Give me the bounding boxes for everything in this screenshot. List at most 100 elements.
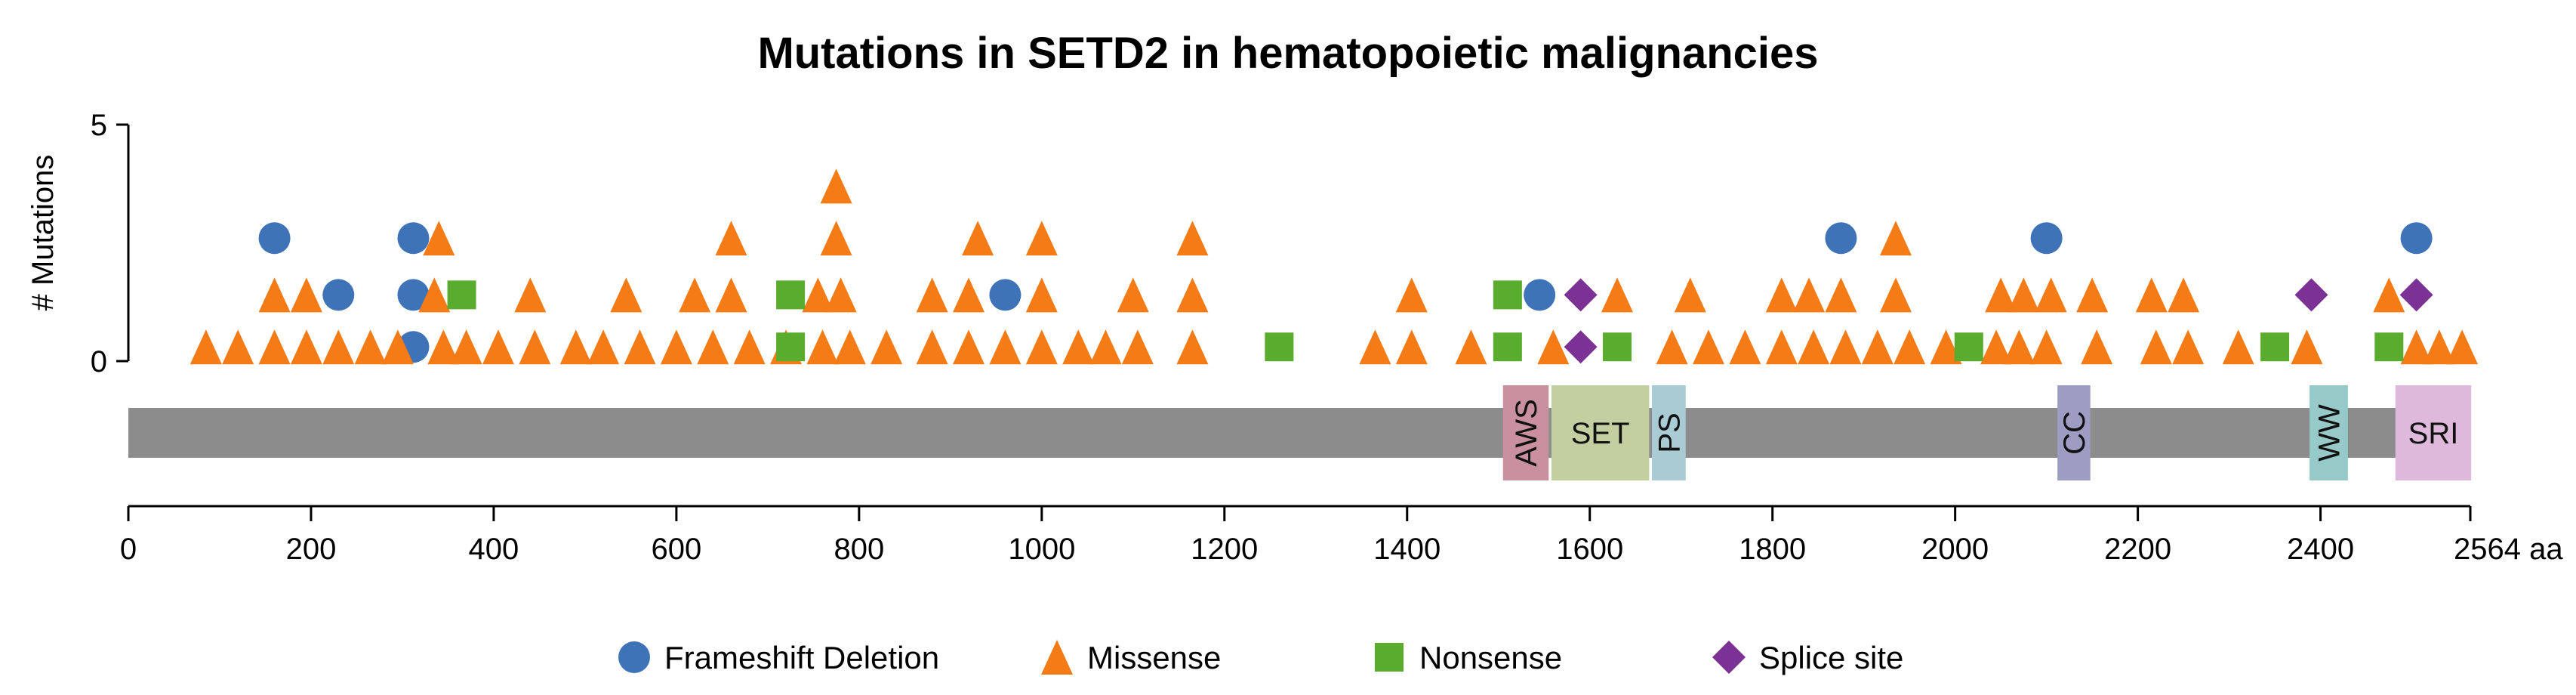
missense-marker bbox=[2400, 329, 2433, 365]
missense-marker bbox=[953, 329, 985, 365]
missense-marker bbox=[916, 277, 948, 313]
missense-marker bbox=[423, 221, 455, 256]
missense-marker bbox=[418, 277, 451, 313]
splice-marker bbox=[1564, 330, 1598, 364]
missense-marker bbox=[1601, 277, 1634, 313]
missense-marker bbox=[834, 329, 866, 365]
nonsense-marker bbox=[1493, 280, 1522, 310]
x-tick-label: 1000 bbox=[1008, 533, 1075, 566]
frameshift-marker bbox=[1524, 279, 1556, 311]
nonsense-marker bbox=[2374, 332, 2404, 362]
frameshift-marker bbox=[258, 222, 291, 255]
legend-label: Missense bbox=[1087, 640, 1221, 675]
missense-marker bbox=[1674, 277, 1706, 313]
nonsense-marker bbox=[1265, 332, 1294, 362]
missense-marker bbox=[2076, 277, 2109, 313]
missense-marker bbox=[1176, 221, 1209, 256]
x-tick-label: 800 bbox=[834, 533, 884, 566]
missense-marker bbox=[2003, 329, 2035, 365]
domain-ww: WW bbox=[2309, 385, 2348, 480]
frameshift-marker bbox=[989, 279, 1021, 311]
y-tick-label: 5 bbox=[91, 109, 107, 142]
x-tick-label: 1800 bbox=[1739, 533, 1806, 566]
y-tick-label: 0 bbox=[91, 345, 107, 378]
x-axis: 0 200 400 600 800 1000 1200 1400 1600 1800 2000 220… bbox=[120, 505, 2563, 566]
nonsense-marker bbox=[2260, 332, 2290, 362]
missense-marker bbox=[1729, 329, 1761, 365]
missense-marker bbox=[2446, 329, 2479, 365]
missense-marker bbox=[715, 221, 747, 256]
splice-marker bbox=[2399, 278, 2433, 312]
missense-marker bbox=[953, 277, 985, 313]
missense-marker bbox=[1893, 329, 1926, 365]
frameshift-marker bbox=[322, 279, 355, 311]
y-axis: 05 bbox=[91, 109, 130, 378]
missense-marker bbox=[824, 277, 857, 313]
domain-ps: PS bbox=[1651, 385, 1686, 480]
missense-marker bbox=[610, 277, 642, 313]
missense-marker bbox=[2035, 277, 2067, 313]
missense-marker bbox=[1062, 329, 1095, 365]
nonsense-marker bbox=[776, 332, 806, 362]
missense-marker bbox=[802, 277, 834, 313]
legend-splice-marker bbox=[1712, 641, 1746, 674]
domain-label: SET bbox=[1571, 417, 1630, 450]
missense-marker bbox=[916, 329, 948, 365]
missense-marker bbox=[1121, 329, 1154, 365]
splice-marker bbox=[1564, 278, 1598, 312]
domain-label: WW bbox=[2313, 404, 2346, 462]
missense-marker bbox=[1985, 277, 2017, 313]
x-tick-label: 2400 bbox=[2287, 533, 2354, 566]
nonsense-marker bbox=[1954, 332, 1983, 362]
missense-marker bbox=[1861, 329, 1893, 365]
missense-marker bbox=[697, 329, 729, 365]
domain-label: PS bbox=[1653, 412, 1686, 453]
legend-label: Nonsense bbox=[1419, 640, 1562, 675]
missense-marker bbox=[1455, 329, 1487, 365]
protein-bar bbox=[128, 408, 2470, 458]
missense-marker bbox=[190, 329, 222, 365]
missense-marker bbox=[2291, 329, 2323, 365]
missense-marker bbox=[1793, 277, 1826, 313]
missense-marker bbox=[679, 277, 711, 313]
missense-marker bbox=[870, 329, 903, 365]
frameshift-marker bbox=[1825, 222, 1857, 255]
domain-aws: AWS bbox=[1502, 385, 1549, 480]
missense-marker bbox=[2373, 277, 2405, 313]
missense-marker bbox=[2030, 329, 2063, 365]
missense-marker bbox=[962, 221, 994, 256]
missense-marker bbox=[2081, 329, 2113, 365]
x-tick-label: 1600 bbox=[1556, 533, 1623, 566]
x-tick-label: 0 bbox=[120, 533, 137, 566]
missense-marker bbox=[1829, 329, 1862, 365]
nonsense-marker bbox=[1493, 332, 1522, 362]
legend-item-splice: Splice site bbox=[1712, 640, 1903, 675]
legend-missense-marker bbox=[1041, 640, 1073, 675]
missense-marker bbox=[354, 329, 387, 365]
x-tick-label: 2000 bbox=[1921, 533, 1989, 566]
splice-marker bbox=[2294, 278, 2328, 312]
missense-marker bbox=[1693, 329, 1725, 365]
frameshift-marker bbox=[2400, 222, 2433, 255]
domain-sri: SRI bbox=[2395, 385, 2472, 480]
missense-marker bbox=[2135, 277, 2168, 313]
missense-marker bbox=[1765, 329, 1798, 365]
nonsense-marker bbox=[776, 280, 806, 310]
missense-marker bbox=[258, 277, 291, 313]
legend-label: Frameshift Deletion bbox=[664, 640, 939, 675]
x-tick-label: 200 bbox=[286, 533, 337, 566]
legend-label: Splice site bbox=[1759, 640, 1903, 675]
frameshift-marker bbox=[397, 222, 430, 255]
missense-marker bbox=[587, 329, 620, 365]
missense-marker bbox=[1025, 329, 1058, 365]
domain-box bbox=[1502, 385, 1549, 480]
missense-marker bbox=[322, 329, 355, 365]
missense-marker bbox=[806, 329, 839, 365]
missense-marker bbox=[660, 329, 692, 365]
missense-marker bbox=[1880, 221, 1912, 256]
domain-set: SET bbox=[1551, 385, 1650, 480]
missense-marker bbox=[2140, 329, 2172, 365]
missense-marker bbox=[1537, 329, 1570, 365]
x-tick-label: 1200 bbox=[1191, 533, 1258, 566]
